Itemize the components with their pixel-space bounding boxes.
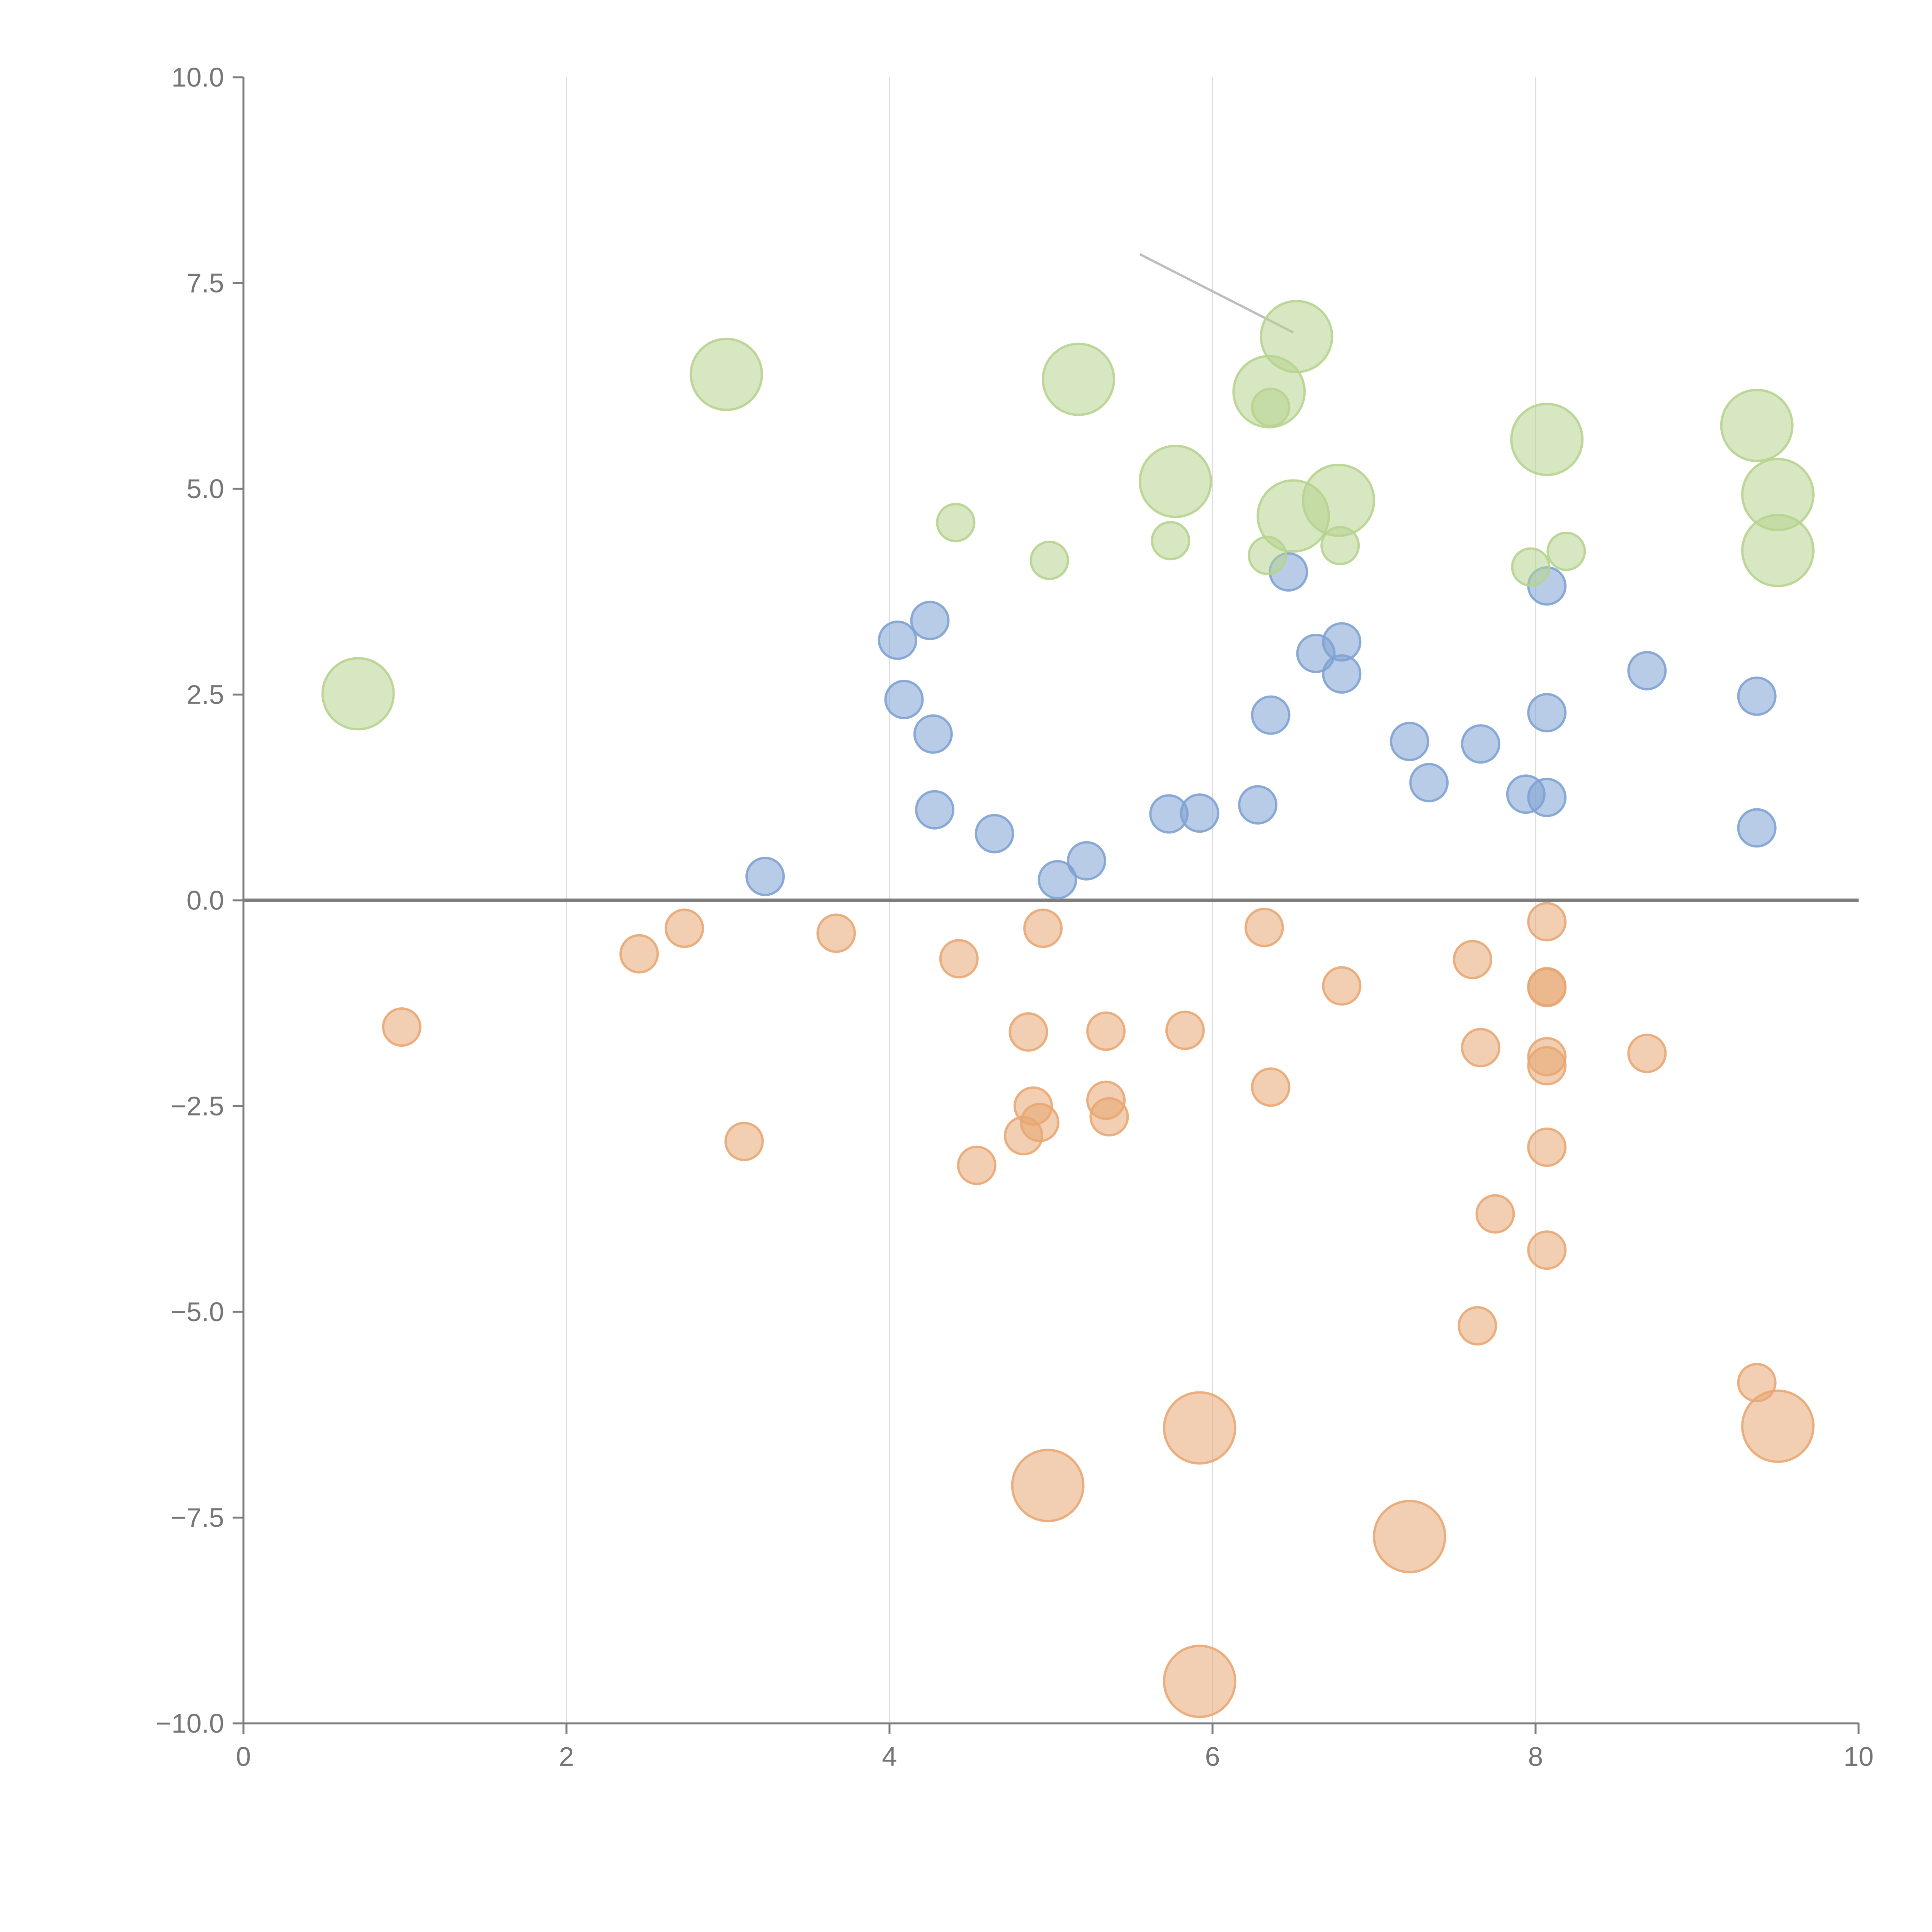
orange-point: [939, 939, 979, 979]
green-point: [1320, 526, 1360, 565]
blue-point: [1238, 785, 1278, 825]
x-tick-label: 0: [236, 1742, 251, 1772]
orange-point: [1527, 1046, 1567, 1086]
y-tick-label: 7.5: [187, 268, 224, 298]
orange-point: [1089, 1097, 1129, 1137]
orange-point: [1741, 1389, 1815, 1463]
data-points: [321, 299, 1815, 1718]
green-point: [1151, 521, 1190, 561]
orange-point: [619, 934, 659, 974]
y-tick-label: −7.5: [171, 1503, 224, 1533]
green-point: [1251, 388, 1291, 427]
blue-point: [1409, 763, 1449, 803]
orange-point: [1527, 902, 1567, 942]
y-tick-label: 0.0: [187, 885, 224, 915]
orange-point: [1009, 1012, 1048, 1052]
blue-point: [1737, 676, 1777, 716]
blue-point: [1527, 693, 1567, 733]
y-tick-label: 5.0: [187, 474, 224, 504]
blue-point: [975, 814, 1014, 854]
orange-point: [957, 1145, 997, 1185]
blue-point: [1180, 793, 1219, 833]
blue-point: [1251, 695, 1291, 735]
green-point: [1741, 514, 1815, 587]
x-tick-label: 10: [1844, 1742, 1874, 1772]
y-tick-label: −2.5: [171, 1091, 224, 1121]
blue-point: [913, 714, 953, 754]
orange-point: [1020, 1103, 1060, 1143]
x-tick-label: 4: [882, 1742, 897, 1772]
orange-point: [1458, 1306, 1497, 1346]
tick-labels: 10.0 7.5 5.0 2.5 0.0 −2.5 −5.0 −7.5 −10.0 0 2 4 6 8 10: [156, 62, 1874, 1772]
orange-point: [665, 908, 704, 948]
green-point: [1511, 547, 1551, 587]
y-tick-label: 10.0: [172, 62, 224, 92]
orange-point: [1163, 1645, 1236, 1718]
orange-point: [1527, 1128, 1567, 1167]
blue-point: [884, 680, 924, 719]
green-point: [689, 337, 763, 411]
green-point: [1546, 531, 1586, 571]
orange-point: [1527, 968, 1567, 1007]
green-point: [1138, 444, 1212, 518]
x-tick-label: 6: [1205, 1742, 1220, 1772]
blue-point: [1037, 860, 1077, 900]
blue-point: [1527, 777, 1567, 817]
x-tick-label: 8: [1528, 1742, 1543, 1772]
orange-point: [1475, 1194, 1515, 1234]
blue-point: [915, 790, 955, 830]
green-point: [936, 503, 976, 543]
green-point: [1042, 342, 1116, 416]
green-point: [1260, 299, 1333, 373]
orange-point: [1461, 1028, 1500, 1068]
orange-point: [1165, 1010, 1205, 1050]
green-point: [1510, 403, 1584, 476]
orange-point: [1023, 908, 1063, 948]
green-point: [321, 657, 395, 731]
y-tick-label: 2.5: [187, 680, 224, 710]
blue-point: [1389, 721, 1429, 761]
orange-point: [1011, 1449, 1085, 1522]
axes: [233, 76, 1860, 1734]
orange-point: [1244, 908, 1284, 947]
orange-point: [1527, 1230, 1567, 1270]
green-point: [1302, 463, 1376, 537]
orange-point: [1322, 966, 1362, 1006]
blue-point: [1737, 808, 1777, 848]
orange-point: [1452, 940, 1492, 980]
green-point: [1720, 388, 1794, 462]
orange-point: [1627, 1034, 1667, 1073]
x-tick-label: 2: [559, 1742, 574, 1772]
blue-point: [1627, 651, 1667, 690]
orange-point: [816, 913, 856, 953]
orange-point: [1372, 1500, 1446, 1573]
blue-point: [878, 620, 917, 660]
blue-point: [1322, 654, 1362, 694]
orange-point: [1086, 1011, 1126, 1051]
blue-point: [745, 857, 785, 896]
y-tick-label: −10.0: [156, 1708, 224, 1738]
blue-point: [910, 600, 950, 640]
green-point: [1029, 541, 1069, 580]
orange-point: [724, 1122, 764, 1162]
orange-point: [1251, 1067, 1291, 1107]
blue-point: [1461, 724, 1500, 764]
y-tick-label: −5.0: [171, 1297, 224, 1327]
orange-point: [382, 1007, 422, 1047]
orange-point: [1163, 1391, 1236, 1465]
blue-point: [1066, 841, 1106, 881]
